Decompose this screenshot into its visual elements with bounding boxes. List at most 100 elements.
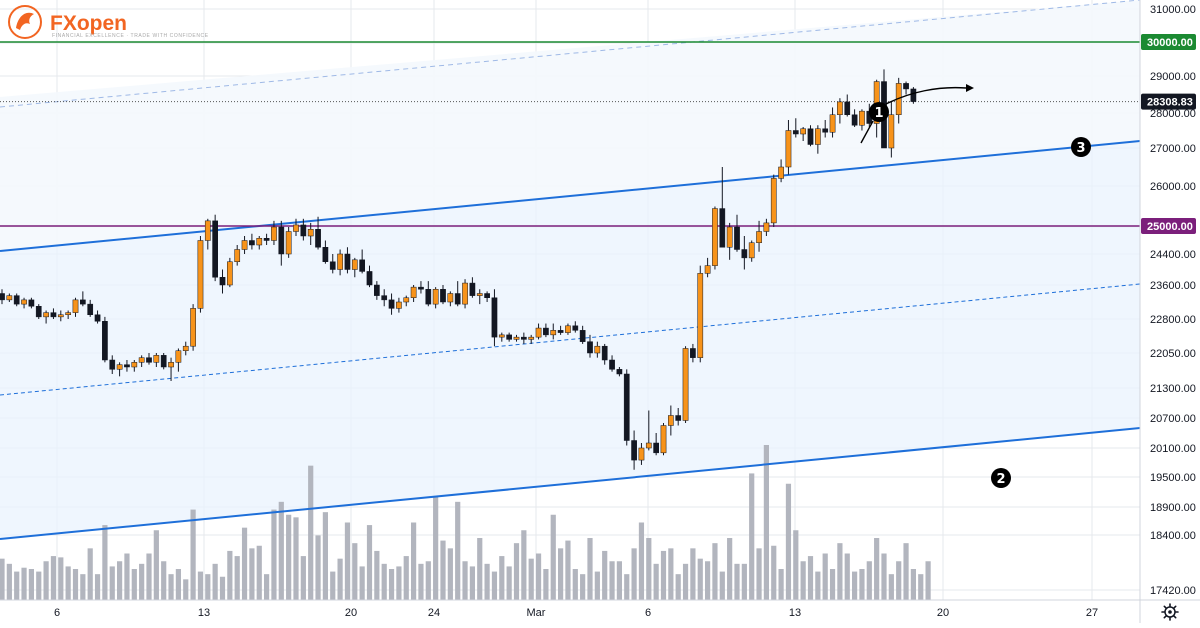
candle[interactable] [462, 279, 468, 309]
candle[interactable] [57, 310, 64, 322]
candle[interactable] [241, 236, 248, 254]
candle[interactable] [440, 285, 446, 305]
candle[interactable] [763, 218, 770, 236]
candle[interactable] [550, 323, 557, 340]
candle[interactable] [726, 222, 733, 260]
candle[interactable] [219, 269, 226, 294]
candle[interactable] [601, 343, 608, 365]
candle[interactable] [388, 293, 395, 315]
candle[interactable] [0, 289, 5, 305]
candle[interactable] [28, 297, 35, 309]
drawing-lines[interactable] [0, 0, 1140, 540]
candle[interactable] [528, 334, 535, 344]
candle[interactable] [543, 323, 549, 338]
candle[interactable] [43, 310, 49, 324]
candle[interactable] [300, 218, 307, 241]
candle[interactable] [315, 216, 321, 250]
candle[interactable] [432, 287, 439, 309]
channel-upper-line[interactable] [0, 140, 1140, 252]
candle[interactable] [645, 410, 652, 451]
candle[interactable] [579, 325, 586, 344]
gear-icon[interactable] [1161, 603, 1179, 621]
candle[interactable] [660, 423, 667, 456]
candle[interactable] [910, 87, 917, 104]
candle[interactable] [271, 220, 277, 245]
candle[interactable] [366, 265, 373, 288]
candle[interactable] [807, 125, 814, 147]
channel-outer-line[interactable] [0, 0, 1140, 108]
candle[interactable] [756, 220, 762, 252]
candle[interactable] [668, 405, 674, 436]
candle[interactable] [623, 369, 630, 446]
candle[interactable] [263, 233, 270, 245]
candle[interactable] [778, 159, 784, 183]
candle[interactable] [293, 218, 299, 236]
candle[interactable] [476, 289, 483, 305]
candle[interactable] [175, 348, 182, 372]
candle[interactable] [94, 310, 101, 324]
candle[interactable] [234, 245, 241, 266]
candle[interactable] [374, 281, 380, 300]
candle[interactable] [124, 360, 130, 372]
candle[interactable] [851, 109, 858, 127]
candle[interactable] [844, 94, 851, 117]
candle[interactable] [80, 291, 86, 307]
candle[interactable] [491, 289, 498, 347]
candle[interactable] [506, 332, 512, 342]
candle[interactable] [359, 249, 365, 274]
channel-lower-line[interactable] [0, 427, 1140, 540]
candle[interactable] [182, 341, 189, 356]
candle[interactable] [418, 281, 424, 294]
candle[interactable] [770, 174, 777, 227]
candle[interactable] [903, 81, 909, 95]
candle[interactable] [256, 236, 263, 250]
candle[interactable] [160, 353, 167, 370]
candle[interactable] [792, 118, 799, 138]
candle[interactable] [168, 357, 174, 381]
time-axis[interactable]: 6 13 20 24 Mar 6 13 20 27 [54, 607, 1098, 619]
candle[interactable] [631, 430, 637, 470]
candle[interactable] [138, 355, 145, 367]
candle[interactable] [425, 281, 432, 307]
candle[interactable] [102, 316, 108, 363]
candle[interactable] [616, 367, 623, 377]
candle[interactable] [410, 285, 417, 302]
candle[interactable] [859, 109, 865, 131]
candle[interactable] [87, 299, 94, 317]
candle[interactable] [109, 355, 116, 374]
candle[interactable] [521, 332, 527, 344]
candle[interactable] [146, 353, 152, 365]
candle[interactable] [249, 233, 255, 250]
candle[interactable] [638, 443, 645, 465]
candle[interactable] [572, 321, 579, 333]
candlesticks[interactable] [0, 69, 917, 470]
candle[interactable] [212, 214, 219, 282]
candle[interactable] [748, 240, 755, 262]
candle[interactable] [227, 257, 233, 288]
candle[interactable] [594, 341, 601, 358]
candle[interactable] [535, 323, 542, 340]
candle[interactable] [837, 98, 843, 124]
candle[interactable] [587, 334, 593, 358]
candle[interactable] [609, 355, 615, 372]
candle[interactable] [557, 325, 564, 335]
candle[interactable] [704, 257, 711, 278]
candle[interactable] [800, 127, 806, 141]
candle[interactable] [484, 291, 490, 302]
candle[interactable] [888, 101, 895, 158]
candle[interactable] [65, 310, 72, 320]
candle[interactable] [469, 277, 476, 298]
candle[interactable] [822, 120, 829, 138]
candle[interactable] [285, 227, 292, 258]
candle[interactable] [741, 236, 748, 270]
candle[interactable] [344, 247, 351, 274]
candle[interactable] [337, 249, 343, 276]
candle[interactable] [116, 362, 123, 377]
candle[interactable] [675, 408, 682, 426]
candle[interactable] [21, 297, 27, 309]
candle[interactable] [396, 297, 402, 313]
candle[interactable] [307, 222, 314, 245]
candle[interactable] [329, 254, 336, 274]
